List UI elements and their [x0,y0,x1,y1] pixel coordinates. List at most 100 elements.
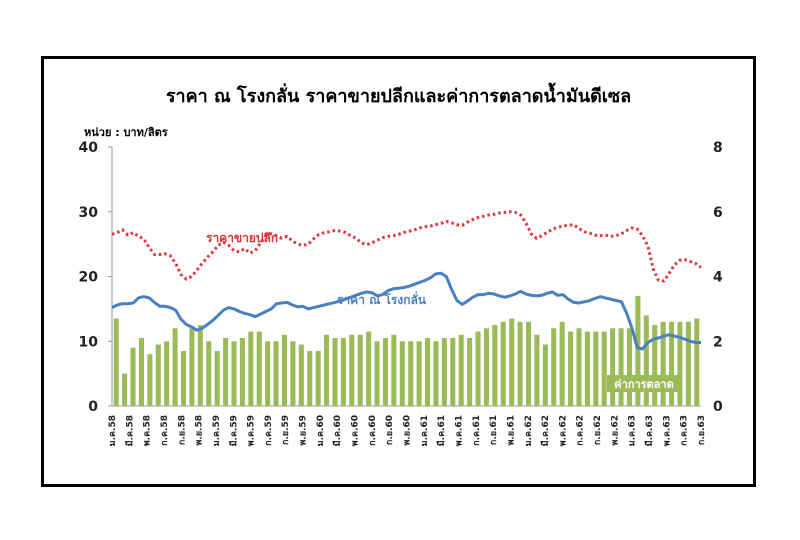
x-tick-label: ม.ค.59 [212,415,222,446]
right-tick-label: 0 [713,399,723,415]
bar-marketing-margin [223,338,229,406]
right-tick-label: 2 [713,334,723,350]
x-tick-label: ก.ค.58 [160,415,170,446]
bar-marketing-margin [256,331,262,406]
bar-marketing-margin [643,315,649,406]
bar-marketing-margin [517,321,523,406]
x-tick-label: มี.ค.59 [228,415,239,446]
bar-marketing-margin [458,334,464,406]
bar-marketing-margin [113,318,119,406]
bar-marketing-margin [366,331,372,406]
bar-marketing-margin [483,328,489,406]
bar-marketing-margin [307,350,313,406]
x-tick-label: ก.ค.61 [472,415,482,446]
bar-marketing-margin [551,328,557,406]
bar-marketing-margin [298,344,304,406]
bar-marketing-margin [425,338,431,406]
label-marketing-margin: ค่าการตลาด [614,378,674,391]
bar-marketing-margin [382,338,388,406]
bar-marketing-margin [332,338,338,406]
bar-marketing-margin [685,321,691,406]
bar-marketing-margin [593,331,599,406]
right-tick-label: 8 [713,140,723,156]
bar-marketing-margin [450,338,456,406]
line-retail-price [111,210,702,283]
bar-marketing-margin [147,354,153,406]
bar-marketing-margin [475,331,481,406]
bar-marketing-margin [677,321,683,406]
bar-marketing-margin [559,321,565,406]
x-tick-label: ก.ย.62 [593,415,603,445]
bar-marketing-margin [509,318,515,406]
chart-title: ราคา ณ โรงกลั่น ราคาขายปลีกและค่าการตลาด… [165,86,632,107]
bar-marketing-margin [525,321,532,406]
x-tick-label: มี.ค.63 [644,415,655,446]
x-tick-label: มี.ค.62 [540,415,551,446]
bar-marketing-margin [138,338,144,406]
bar-marketing-margin [122,373,128,406]
bar-marketing-margin [618,328,624,406]
bar-marketing-margin [694,318,700,406]
bar-marketing-margin [206,341,212,406]
bar-marketing-margin [408,341,414,406]
x-tick-label: มี.ค.61 [436,415,447,446]
bar-marketing-margin [374,341,380,406]
right-tick-label: 6 [713,205,723,221]
bar-marketing-margin [231,341,237,406]
bar-marketing-margin [601,331,607,406]
x-tick-label: ก.ย.59 [281,415,291,445]
x-tick-label: ก.ค.59 [264,415,274,446]
x-tick-label: พ.ค.62 [558,415,568,446]
bar-marketing-margin [576,328,582,406]
x-tick-label: พ.ค.59 [247,415,257,446]
bar-marketing-margin [214,350,220,406]
bar-marketing-margin [357,334,363,406]
bar-marketing-margin [248,331,254,406]
left-tick-label: 40 [79,140,99,156]
bar-marketing-margin [610,328,616,406]
bar-marketing-margin [164,341,170,406]
bar-marketing-margin [660,321,666,406]
bar-marketing-margin [635,295,641,406]
x-tick-label: ก.ย.63 [697,415,707,445]
bar-marketing-margin [568,331,574,406]
bar-marketing-margin [500,321,506,406]
bar-marketing-margin [416,341,422,406]
bar-marketing-margin [340,338,346,406]
x-tick-label: พ.ย.58 [195,415,205,446]
right-tick-label: 4 [713,270,723,286]
bar-marketing-margin [273,341,279,406]
bar-marketing-margin [189,328,195,406]
bar-marketing-margin [542,344,548,406]
x-tick-label: พ.ย.59 [299,415,309,446]
bar-marketing-margin [669,321,675,406]
bar-marketing-margin [441,338,447,406]
line-refinery-price [111,271,701,351]
x-tick-label: ม.ค.63 [628,415,638,446]
label-marketing-margin-box [607,375,681,392]
x-tick-label: มี.ค.58 [124,415,135,446]
x-tick-label: ก.ค.62 [576,415,586,446]
bar-marketing-margin [315,350,321,406]
bar-marketing-margin [433,341,439,406]
left-tick-label: 10 [79,334,99,350]
bar-marketing-margin [290,341,296,406]
bar-marketing-margin [324,334,330,406]
x-tick-label: ก.ย.60 [385,415,395,445]
bar-marketing-margin [239,338,245,406]
unit-label: หน่วย : บาท/ลิตร [84,126,168,139]
bar-marketing-margin [180,350,187,406]
bar-marketing-margin [130,347,136,406]
bar-marketing-margin [399,341,405,406]
bar-marketing-margin [652,325,658,406]
x-tick-label: ม.ค.61 [420,415,430,446]
bar-marketing-margin [197,325,203,406]
x-tick-label: พ.ค.61 [455,415,465,446]
x-tick-label: ม.ค.58 [108,415,118,446]
bar-marketing-margin [467,338,473,406]
bar-marketing-margin [281,334,288,406]
x-tick-label: ก.ค.63 [680,415,690,446]
bar-marketing-margin [584,331,590,406]
left-tick-label: 20 [79,270,99,286]
